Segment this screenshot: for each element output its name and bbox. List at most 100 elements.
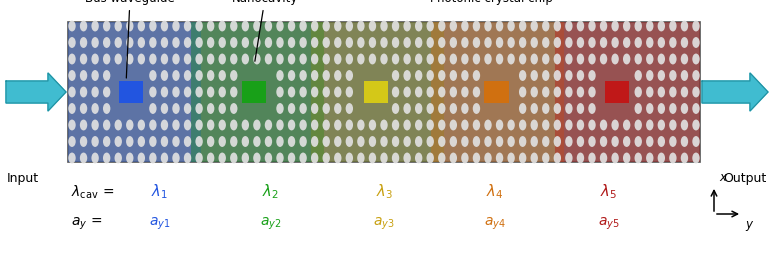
Ellipse shape — [635, 87, 642, 98]
Ellipse shape — [288, 103, 295, 114]
Ellipse shape — [461, 37, 468, 48]
Ellipse shape — [611, 54, 618, 64]
Ellipse shape — [334, 70, 341, 81]
Ellipse shape — [311, 136, 318, 147]
Ellipse shape — [91, 153, 99, 164]
Ellipse shape — [403, 21, 411, 32]
Ellipse shape — [368, 136, 376, 147]
Ellipse shape — [519, 136, 526, 147]
Text: $a_y\,=$: $a_y\,=$ — [71, 216, 103, 232]
Ellipse shape — [265, 153, 272, 164]
Ellipse shape — [426, 21, 434, 32]
Ellipse shape — [300, 37, 307, 48]
Ellipse shape — [635, 70, 642, 81]
Ellipse shape — [184, 103, 191, 114]
Ellipse shape — [368, 153, 376, 164]
Ellipse shape — [530, 120, 538, 130]
Ellipse shape — [681, 103, 688, 114]
Ellipse shape — [126, 21, 133, 32]
Ellipse shape — [207, 54, 214, 64]
Ellipse shape — [565, 136, 573, 147]
Ellipse shape — [149, 153, 156, 164]
Ellipse shape — [184, 37, 191, 48]
Ellipse shape — [403, 54, 411, 64]
Ellipse shape — [692, 136, 700, 147]
Ellipse shape — [115, 153, 122, 164]
Ellipse shape — [519, 21, 526, 32]
Ellipse shape — [438, 153, 446, 164]
Ellipse shape — [681, 70, 688, 81]
Ellipse shape — [485, 37, 491, 48]
Ellipse shape — [670, 70, 676, 81]
Ellipse shape — [80, 87, 87, 98]
Ellipse shape — [392, 21, 399, 32]
Ellipse shape — [496, 120, 503, 130]
Ellipse shape — [553, 37, 561, 48]
Ellipse shape — [161, 120, 168, 130]
Text: $\lambda_3$: $\lambda_3$ — [375, 183, 392, 201]
Ellipse shape — [530, 103, 538, 114]
Ellipse shape — [681, 87, 688, 98]
Ellipse shape — [276, 120, 284, 130]
Ellipse shape — [218, 70, 226, 81]
Ellipse shape — [646, 70, 653, 81]
Text: x: x — [719, 171, 726, 184]
Ellipse shape — [530, 54, 538, 64]
Ellipse shape — [334, 153, 341, 164]
Ellipse shape — [588, 153, 596, 164]
Ellipse shape — [519, 37, 526, 48]
Ellipse shape — [623, 54, 630, 64]
Ellipse shape — [461, 103, 468, 114]
Ellipse shape — [207, 120, 214, 130]
Text: $a_{y3}$: $a_{y3}$ — [373, 216, 395, 232]
Ellipse shape — [438, 37, 446, 48]
Ellipse shape — [681, 54, 688, 64]
Ellipse shape — [230, 136, 238, 147]
Ellipse shape — [565, 153, 573, 164]
Ellipse shape — [681, 37, 688, 48]
Ellipse shape — [473, 120, 480, 130]
Ellipse shape — [485, 153, 491, 164]
Ellipse shape — [346, 136, 353, 147]
Ellipse shape — [450, 70, 457, 81]
Ellipse shape — [161, 103, 168, 114]
Ellipse shape — [415, 21, 423, 32]
Ellipse shape — [68, 87, 76, 98]
Ellipse shape — [334, 37, 341, 48]
Ellipse shape — [588, 87, 596, 98]
Ellipse shape — [323, 21, 330, 32]
Ellipse shape — [323, 153, 330, 164]
Ellipse shape — [346, 37, 353, 48]
Ellipse shape — [519, 120, 526, 130]
Ellipse shape — [91, 70, 99, 81]
Text: $a_{y4}$: $a_{y4}$ — [484, 216, 505, 232]
Ellipse shape — [207, 87, 214, 98]
Ellipse shape — [323, 103, 330, 114]
Ellipse shape — [103, 103, 111, 114]
Ellipse shape — [577, 37, 584, 48]
Ellipse shape — [577, 21, 584, 32]
Ellipse shape — [508, 136, 515, 147]
Ellipse shape — [692, 70, 700, 81]
Ellipse shape — [253, 37, 261, 48]
Ellipse shape — [565, 37, 573, 48]
Ellipse shape — [265, 120, 272, 130]
Ellipse shape — [91, 103, 99, 114]
Ellipse shape — [311, 70, 318, 81]
Ellipse shape — [553, 153, 561, 164]
Ellipse shape — [334, 103, 341, 114]
Ellipse shape — [450, 54, 457, 64]
Ellipse shape — [542, 87, 550, 98]
Ellipse shape — [565, 21, 573, 32]
Ellipse shape — [646, 103, 653, 114]
Ellipse shape — [450, 153, 457, 164]
Ellipse shape — [300, 54, 307, 64]
Ellipse shape — [623, 21, 630, 32]
Ellipse shape — [173, 103, 180, 114]
Ellipse shape — [173, 37, 180, 48]
Ellipse shape — [207, 136, 214, 147]
Ellipse shape — [496, 21, 503, 32]
Ellipse shape — [450, 21, 457, 32]
Ellipse shape — [496, 153, 503, 164]
Ellipse shape — [195, 21, 203, 32]
